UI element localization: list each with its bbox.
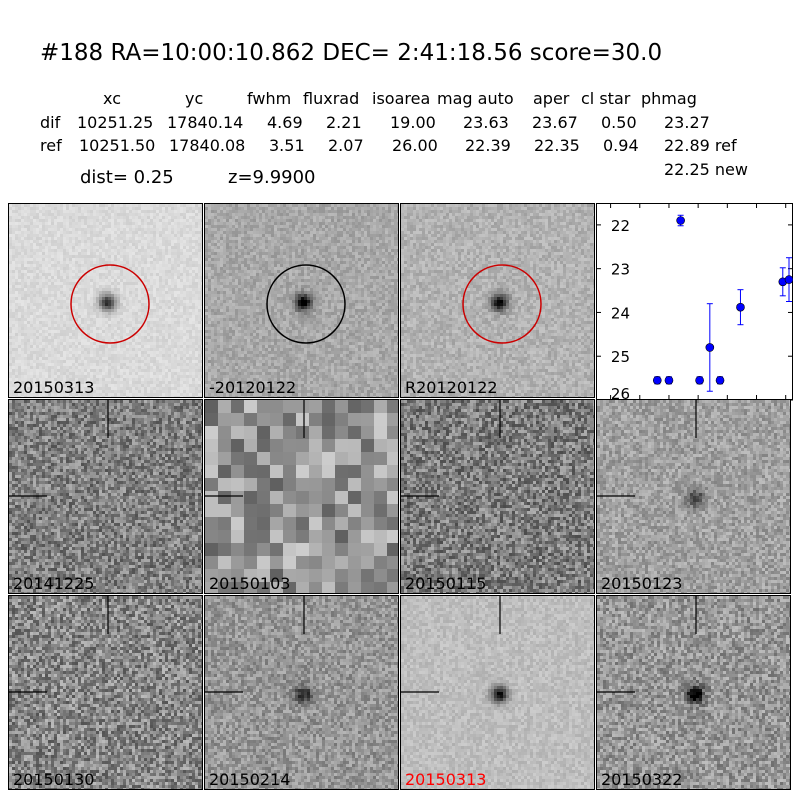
col-header-cl-star: cl star: [581, 89, 630, 108]
stamp-panel: 20150123: [596, 399, 791, 594]
stamp-label: 20150214: [209, 771, 290, 789]
stamp-panel: 20141225: [8, 399, 203, 594]
dif-cl-star: 0.50: [601, 113, 637, 132]
ref-mag-auto: 22.39: [465, 136, 511, 155]
col-header-fwhm: fwhm: [247, 89, 291, 108]
stamp-label: 20150130: [13, 771, 94, 789]
stamp-panel: 20150313: [400, 595, 595, 790]
dif-fluxrad: 2.21: [326, 113, 362, 132]
stamp-label: R20120122: [405, 379, 498, 397]
aperture-circle: [266, 264, 346, 344]
y-tick-label: 22: [611, 217, 630, 235]
stamp-panel: 20150115: [400, 399, 595, 594]
stamp-image: [401, 204, 594, 397]
row-label-dif: dif: [40, 113, 60, 132]
y-tick-label: 24: [611, 304, 630, 322]
col-header-yc: yc: [185, 89, 203, 108]
stamp-panel: 20150103: [204, 399, 399, 594]
chart-frame: [596, 203, 793, 400]
row-label-ref: ref: [40, 136, 62, 155]
stamp-image: [9, 596, 202, 789]
data-point: [676, 216, 685, 225]
col-header-phmag: phmag: [641, 89, 697, 108]
col-header-aper: aper: [533, 89, 569, 108]
y-tick-label: 25: [611, 348, 630, 366]
stamp-label: 20150103: [209, 575, 290, 593]
dif-yc: 17840.14: [167, 113, 243, 132]
dif-fwhm: 4.69: [267, 113, 303, 132]
stamp-panel: 20150214: [204, 595, 399, 790]
aperture-circle: [462, 264, 542, 344]
stamp-image: [205, 596, 398, 789]
dif-xc: 10251.25: [77, 113, 153, 132]
dist-value: dist= 0.25: [80, 167, 174, 188]
stamp-image: [597, 596, 790, 789]
col-header-fluxrad: fluxrad: [303, 89, 359, 108]
stamp-image: [9, 204, 202, 397]
page-title: #188 RA=10:00:10.862 DEC= 2:41:18.56 sco…: [40, 40, 662, 66]
data-point: [664, 376, 674, 385]
dif-isoarea: 19.00: [390, 113, 436, 132]
stamp-label: 20150115: [405, 575, 486, 593]
stamp-panel: R20120122: [400, 203, 595, 398]
ref-yc: 17840.08: [169, 136, 245, 155]
stamp-image: [205, 204, 398, 397]
dif-mag-auto: 23.63: [463, 113, 509, 132]
y-tick-label: 23: [611, 261, 630, 279]
ref-fwhm: 3.51: [269, 136, 305, 155]
ref-aper: 22.35: [534, 136, 580, 155]
stamp-image: [9, 400, 202, 593]
col-header-mag-auto: mag auto: [437, 89, 514, 108]
stamp-label: 20150322: [601, 771, 682, 789]
stamp-panel: -20120122: [204, 203, 399, 398]
stamp-label: 20150313: [13, 379, 94, 397]
stamp-label: 20141225: [13, 575, 94, 593]
stamp-image: [401, 596, 594, 789]
stamp-image: [205, 400, 398, 593]
col-header-xc: xc: [103, 89, 121, 108]
col-header-isoarea: isoarea: [372, 89, 430, 108]
data-point: [715, 376, 725, 385]
ref-fluxrad: 2.07: [328, 136, 364, 155]
dif-phmag: 23.27: [664, 113, 710, 132]
data-point: [784, 275, 794, 284]
data-point: [736, 302, 745, 312]
stamp-label: 20150313: [405, 771, 486, 789]
ref-xc: 10251.50: [79, 136, 155, 155]
z-value: z=9.9900: [228, 167, 316, 188]
ref-phmag: 22.89 ref: [664, 136, 737, 155]
stamp-panel: 20150322: [596, 595, 791, 790]
stamp-panel: 20150313: [8, 203, 203, 398]
data-point: [652, 376, 662, 385]
y-tick-label: 26: [611, 385, 630, 403]
stamp-image: [401, 400, 594, 593]
stamp-panel: 20150130: [8, 595, 203, 790]
data-point: [705, 343, 715, 352]
dif-aper: 23.67: [532, 113, 578, 132]
new-phmag: 22.25 new: [664, 160, 748, 179]
data-point: [695, 376, 704, 385]
stamp-label: 20150123: [601, 575, 682, 593]
ref-isoarea: 26.00: [392, 136, 438, 155]
stamp-label: -20120122: [209, 379, 296, 397]
stamp-image: [597, 400, 790, 593]
aperture-circle: [70, 264, 150, 344]
ref-cl-star: 0.94: [603, 136, 639, 155]
